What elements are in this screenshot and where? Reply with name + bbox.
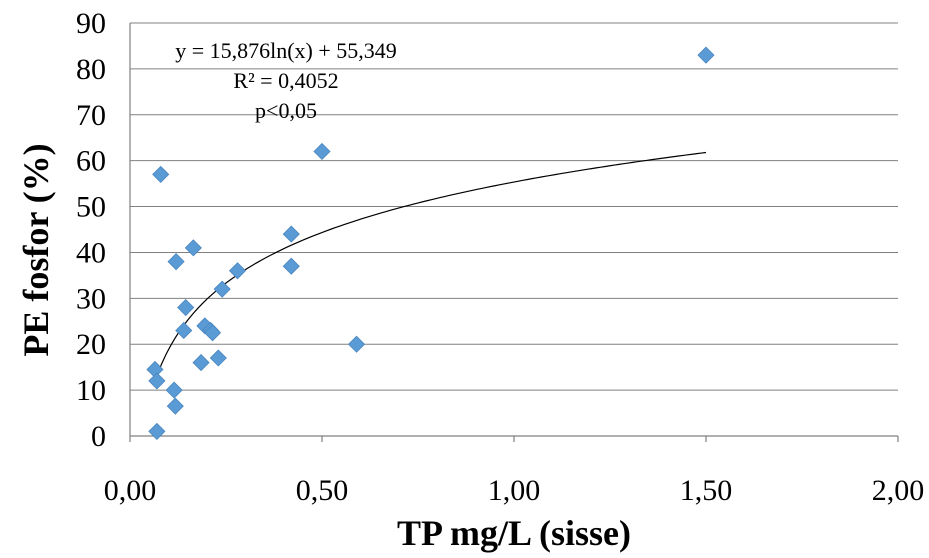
data-point <box>148 372 166 390</box>
x-tick-label: 1,50 <box>680 474 733 507</box>
data-point <box>152 165 170 183</box>
data-point <box>347 335 366 353</box>
equation-label: y = 15,876ln(x) + 55,349 <box>175 38 397 63</box>
y-tick-label: 60 <box>76 145 106 178</box>
y-tick-label: 0 <box>91 420 106 453</box>
data-point <box>282 257 300 275</box>
y-tick-label: 30 <box>76 282 106 315</box>
y-tick-label: 90 <box>76 7 106 40</box>
y-tick-label: 40 <box>76 236 106 269</box>
y-tick-label: 10 <box>76 374 106 407</box>
y-tick-label: 20 <box>76 328 106 361</box>
p-value-label: p<0,05 <box>255 98 317 123</box>
y-tick-label: 70 <box>76 99 106 132</box>
data-point <box>228 262 247 280</box>
trendline-group <box>156 151 707 376</box>
x-axis-title: TP mg/L (sisse) <box>397 513 631 553</box>
x-tick-label: 0,00 <box>104 474 157 507</box>
data-point <box>167 253 185 271</box>
data-point <box>209 349 227 367</box>
data-point <box>177 298 195 317</box>
y-tick-label: 50 <box>76 191 106 224</box>
data-point <box>148 422 166 440</box>
data-point <box>165 381 183 399</box>
data-point <box>175 321 193 340</box>
x-tick-label: 2,00 <box>872 474 925 507</box>
y-axis-title: PE fosfor (%) <box>16 143 56 356</box>
data-point <box>213 280 231 298</box>
data-point <box>313 142 331 161</box>
y-tick-label: 80 <box>76 53 106 86</box>
data-point <box>282 225 300 243</box>
gridlines <box>130 22 898 391</box>
x-tick-label: 0,50 <box>296 474 349 507</box>
y-tick-labels: 0 10 20 30 40 50 60 70 80 90 <box>76 7 106 453</box>
data-point <box>203 324 222 342</box>
data-point <box>192 354 210 372</box>
data-points <box>146 46 715 440</box>
data-point <box>166 397 184 415</box>
data-point <box>697 46 715 64</box>
data-point <box>184 239 202 257</box>
x-tick-label: 1,00 <box>488 474 541 507</box>
axes <box>129 23 899 442</box>
r-squared-label: R² = 0,4052 <box>233 68 338 93</box>
trendline <box>156 151 707 376</box>
x-tick-labels: 0,00 0,50 1,00 1,50 2,00 <box>104 474 925 507</box>
